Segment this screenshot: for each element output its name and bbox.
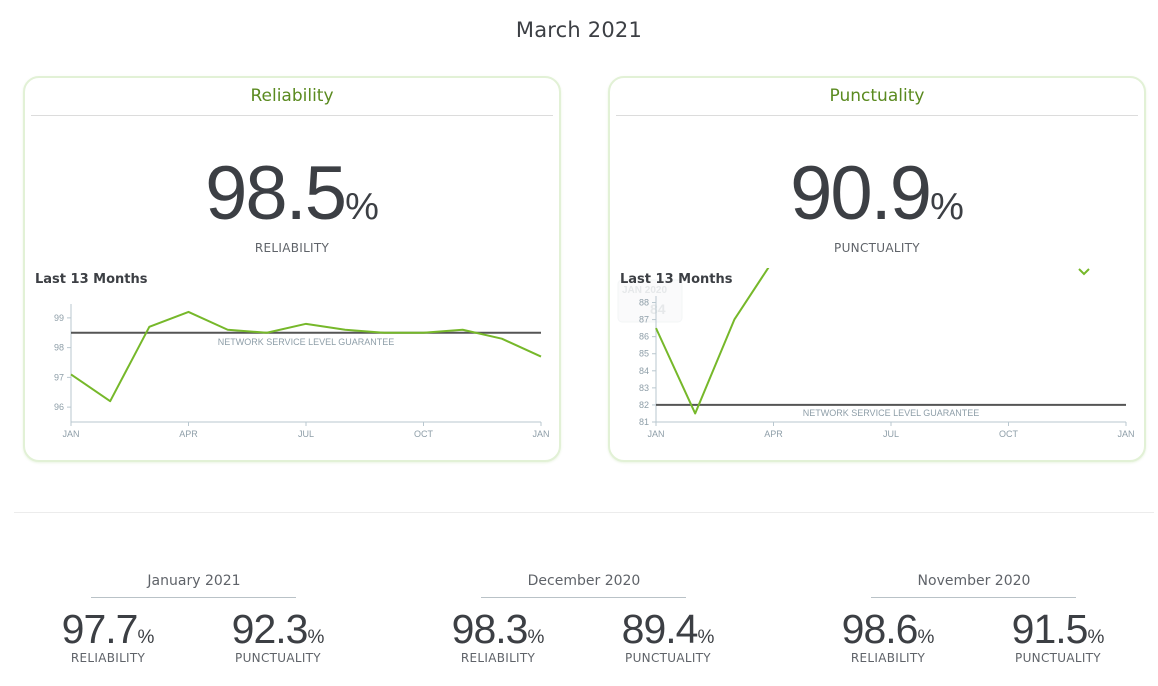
section-divider	[14, 512, 1154, 513]
y-tick-label: 86	[639, 332, 649, 342]
reliability-card: Reliability 98.5% RELIABILITY Last 13 Mo…	[23, 76, 561, 462]
punctuality-chart[interactable]: JAN 2020 84 81 82 83 84 85 86 87 88 JAN APR JUL OCT…	[610, 78, 1148, 464]
history-month-group: January 2021 97.7% RELIABILITY 92.3% PUN…	[44, 570, 344, 670]
month-divider	[91, 597, 296, 598]
series-line	[655, 268, 770, 415]
guarantee-label: NETWORK SERVICE LEVEL GUARANTEE	[218, 337, 395, 347]
month-title: December 2020	[527, 573, 641, 589]
percent-sign: %	[697, 627, 715, 648]
chevron-down-icon[interactable]	[1077, 266, 1091, 278]
punctuality-stat: 92.3%	[198, 606, 358, 653]
reliability-value: 98.3	[451, 606, 529, 652]
x-tick-label: APR	[179, 429, 198, 439]
reliability-value: 98.5	[205, 151, 347, 236]
x-tick-label: OCT	[999, 429, 1019, 439]
reliability-figure: 98.5%	[25, 156, 559, 232]
month-title: November 2020	[917, 573, 1031, 589]
y-tick-label: 98	[54, 343, 64, 353]
tooltip-box	[617, 279, 683, 323]
x-tick-label: JAN	[62, 429, 79, 439]
x-tick-label: JAN	[532, 429, 549, 439]
punctuality-figure: 90.9%	[610, 156, 1144, 232]
chart-period-label: Last 13 Months	[620, 272, 733, 287]
y-tick-label: 88	[639, 298, 649, 308]
punctuality-value: 90.9	[790, 151, 932, 236]
y-tick-label: 99	[54, 313, 64, 323]
tooltip-value: 84	[650, 301, 666, 317]
y-tick-label: 96	[54, 402, 64, 412]
percent-sign: %	[137, 627, 155, 648]
punctuality-value: 91.5	[1011, 606, 1089, 652]
chart-tooltip: JAN 2020 84	[617, 279, 683, 323]
x-tick-label: JAN	[647, 429, 664, 439]
reliability-value: 98.6	[841, 606, 919, 652]
month-divider	[481, 597, 686, 598]
guarantee-label: NETWORK SERVICE LEVEL GUARANTEE	[803, 408, 980, 418]
y-tick-label: 97	[54, 372, 64, 382]
y-tick-label: 81	[639, 417, 649, 427]
page-title: March 2021	[515, 18, 643, 42]
punctuality-value: 89.4	[621, 606, 699, 652]
reliability-stat: 98.3%	[418, 606, 578, 653]
punctuality-label: PUNCTUALITY	[834, 241, 920, 255]
percent-sign: %	[527, 627, 545, 648]
x-tick-label: JUL	[298, 429, 314, 439]
punctuality-label: PUNCTUALITY	[235, 651, 321, 665]
reliability-label: RELIABILITY	[460, 651, 536, 665]
card-divider	[616, 115, 1138, 116]
reliability-stat: 98.6%	[808, 606, 968, 653]
percent-sign: %	[917, 627, 935, 648]
reliability-label: RELIABILITY	[850, 651, 926, 665]
history-month-group: December 2020 98.3% RELIABILITY 89.4% PU…	[434, 570, 734, 670]
punctuality-stat: 91.5%	[978, 606, 1138, 653]
reliability-stat: 97.7%	[28, 606, 188, 653]
punctuality-label: PUNCTUALITY	[625, 651, 711, 665]
percent-sign: %	[1087, 627, 1105, 648]
punctuality-card: Punctuality 90.9% PUNCTUALITY JAN 2020 8…	[608, 76, 1146, 462]
reliability-value: 97.7	[61, 606, 139, 652]
chart-period-label: Last 13 Months	[35, 272, 148, 287]
tooltip-month: JAN 2020	[622, 285, 667, 296]
card-title: Reliability	[250, 86, 334, 106]
punctuality-value: 92.3	[231, 606, 309, 652]
card-title: Punctuality	[829, 86, 925, 106]
percent-sign: %	[930, 186, 964, 228]
punctuality-label: PUNCTUALITY	[1015, 651, 1101, 665]
y-tick-label: 82	[639, 400, 649, 410]
percent-sign: %	[345, 186, 379, 228]
month-divider	[871, 597, 1076, 598]
reliability-chart[interactable]: 96 97 98 99 JAN APR JUL OCT JAN NETWORK SERVICE L…	[25, 78, 563, 464]
series-line	[70, 310, 542, 403]
y-tick-label: 85	[639, 349, 649, 359]
reliability-label: RELIABILITY	[70, 651, 146, 665]
reliability-label: RELIABILITY	[254, 241, 330, 255]
punctuality-stat: 89.4%	[588, 606, 748, 653]
x-tick-label: OCT	[414, 429, 434, 439]
y-tick-label: 83	[639, 383, 649, 393]
card-divider	[31, 115, 553, 116]
x-tick-label: APR	[764, 429, 783, 439]
y-tick-label: 87	[639, 315, 649, 325]
x-tick-label: JUL	[883, 429, 899, 439]
history-month-group: November 2020 98.6% RELIABILITY 91.5% PU…	[824, 570, 1124, 670]
month-title: January 2021	[147, 573, 241, 589]
percent-sign: %	[307, 627, 325, 648]
y-tick-label: 84	[639, 366, 649, 376]
x-tick-label: JAN	[1117, 429, 1134, 439]
